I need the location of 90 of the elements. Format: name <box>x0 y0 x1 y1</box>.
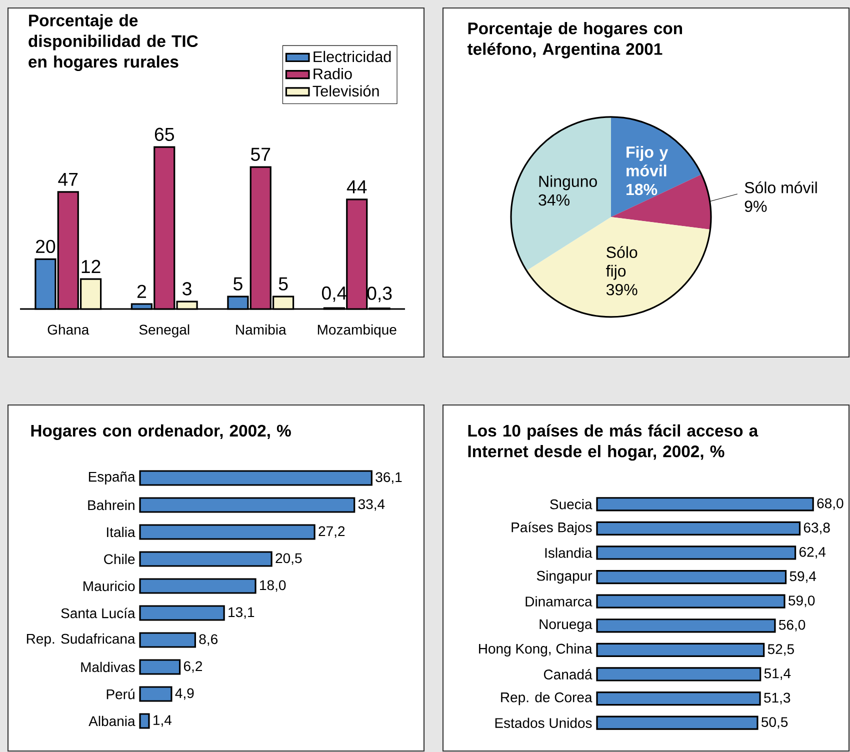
data-label: 59,4 <box>790 571 816 583</box>
y-tick-label: Rep. Sudafricana <box>26 633 136 647</box>
bar <box>596 570 787 584</box>
y-tick-label: Rep. de Corea <box>501 692 592 706</box>
y-tick-label: Bahrein <box>88 500 134 510</box>
y-tick-label: Perú <box>106 688 134 700</box>
bar <box>596 594 786 608</box>
x-tick-label: Namibia <box>236 324 286 335</box>
data-label: 65 <box>154 128 174 141</box>
slice-label: Fijo y móvil <box>626 146 668 176</box>
slice-label: Ninguno <box>539 175 597 190</box>
bar <box>139 605 225 621</box>
x-tick-label: Mozambique <box>318 324 396 338</box>
data-label: 33,4 <box>358 499 385 511</box>
data-label: 4,9 <box>175 688 194 700</box>
bar <box>139 470 372 486</box>
data-label: 27,2 <box>318 526 345 538</box>
y-tick-label: Italia <box>107 526 136 538</box>
data-label: 3 <box>182 282 192 296</box>
legend-label: Radio <box>314 68 352 80</box>
y-tick-label: Hong Kong, China <box>479 643 592 656</box>
y-tick-label: Islandia <box>545 548 592 558</box>
bar <box>596 642 765 657</box>
data-label: 6,2 <box>184 661 202 673</box>
data-label: 44 <box>346 180 367 194</box>
y-tick-label: Suecia <box>550 499 592 510</box>
chart-title: Porcentaje de hogares con teléfono, Argentina 2001 <box>467 22 682 58</box>
y-tick-label: Chile <box>104 554 135 564</box>
bar <box>139 524 316 540</box>
legend-label: Electricidad <box>314 50 391 62</box>
data-label: 52,5 <box>768 644 794 656</box>
data-label: 18,0 <box>260 580 286 592</box>
chart-title: Hogares con ordenador, 2002, % <box>31 424 291 440</box>
data-label: 59,0 <box>788 596 815 608</box>
bar <box>139 686 172 702</box>
data-label: 68,0 <box>817 498 844 510</box>
data-label: 9% <box>744 200 767 212</box>
bar <box>596 716 758 730</box>
y-tick-label: Maldivas <box>81 662 135 672</box>
bar <box>139 713 150 729</box>
y-tick-label: Canadá <box>544 669 592 680</box>
data-label: 20,5 <box>276 553 302 565</box>
data-label: 20 <box>36 240 56 254</box>
data-label: 34% <box>538 194 570 206</box>
data-label: 18% <box>626 184 658 196</box>
slice-label: Sólo fijo <box>606 246 638 280</box>
bar <box>596 618 776 633</box>
bar <box>596 691 761 706</box>
data-label: 50,5 <box>762 717 788 729</box>
data-label: 5 <box>278 277 288 290</box>
slice-label: Sólo móvil <box>744 181 817 194</box>
data-label: 13,1 <box>228 607 254 619</box>
data-label: 57 <box>250 148 270 161</box>
data-label: 12 <box>82 260 100 273</box>
chart-title: Los 10 países de más fácil acceso a Internet desde el hogar, 2002, % <box>468 424 758 461</box>
y-tick-label: Santa Lucía <box>61 608 136 618</box>
bar <box>139 659 181 675</box>
y-tick-label: Dinamarca <box>526 596 592 606</box>
y-tick-label: Noruega <box>540 619 592 632</box>
bar <box>139 632 196 648</box>
data-label: 0,3 <box>367 286 392 302</box>
data-label: 36,1 <box>376 472 402 484</box>
y-tick-label: Albania <box>88 716 136 726</box>
bar <box>139 497 356 513</box>
data-label: 56,0 <box>778 620 806 632</box>
data-label: 39% <box>606 284 638 296</box>
data-label: 47 <box>58 172 78 186</box>
bar <box>139 578 256 594</box>
x-tick-label: Ghana <box>48 324 90 335</box>
bar <box>596 546 796 560</box>
y-tick-label: Mauricio <box>84 580 135 592</box>
data-label: 8,6 <box>199 634 218 646</box>
x-tick-label: Senegal <box>139 324 190 338</box>
data-label: 51,4 <box>764 668 791 680</box>
y-tick-label: Singapur <box>536 570 592 584</box>
bar <box>596 521 801 536</box>
data-label: 5 <box>234 277 242 290</box>
bar <box>139 551 272 567</box>
y-tick-label: Estados Unidos <box>495 718 592 728</box>
bar <box>596 497 814 512</box>
y-tick-label: Países Bajos <box>512 522 592 536</box>
bar <box>596 667 762 682</box>
chart-title: Porcentaje de disponibilidad de TIC en hogares rurales <box>28 14 198 72</box>
data-label: 1,4 <box>154 715 172 727</box>
y-tick-label: España <box>88 472 136 484</box>
data-label: 2 <box>137 284 146 298</box>
legend-label: Televisión <box>312 85 379 97</box>
data-label: 63,8 <box>804 522 830 534</box>
data-label: 62,4 <box>799 546 826 559</box>
data-label: 51,3 <box>764 692 790 704</box>
